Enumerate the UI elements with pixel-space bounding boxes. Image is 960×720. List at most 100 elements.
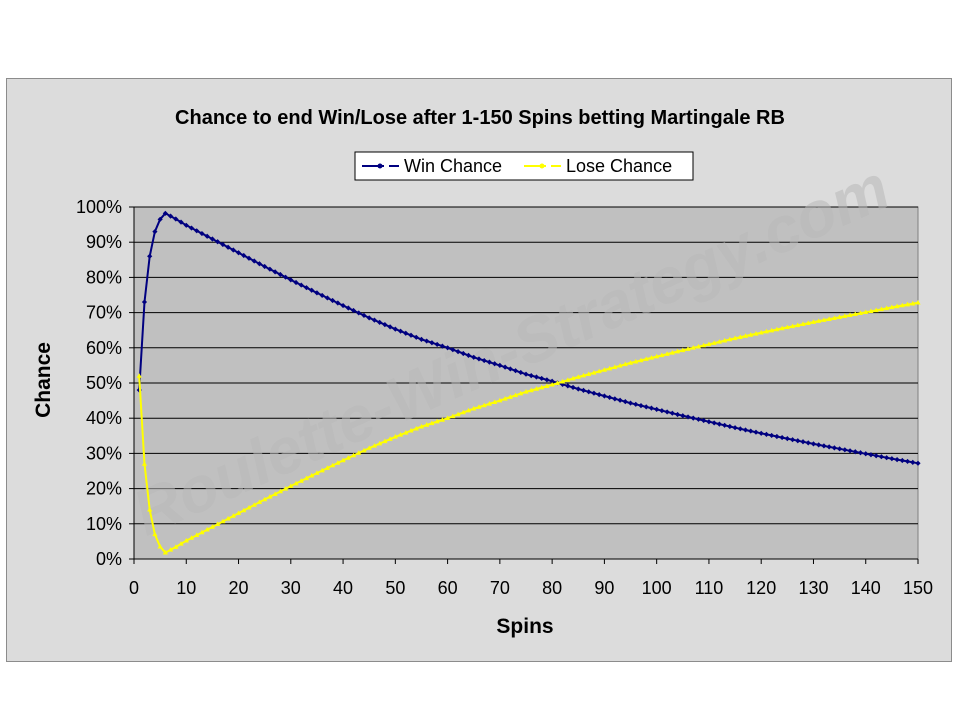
data-point [816, 318, 822, 323]
data-point [654, 406, 660, 412]
data-point [800, 321, 806, 327]
data-point [147, 253, 153, 259]
y-ticks: 0% 10% 20% 30% 40% 50% 60% 70% 80% 90% 100% [76, 197, 134, 569]
data-point [209, 236, 215, 242]
data-point [842, 313, 848, 318]
data-point [544, 383, 550, 388]
data-point [852, 449, 858, 455]
data-point [387, 324, 393, 330]
data-point [763, 328, 770, 334]
data-point [544, 377, 550, 383]
data-point [497, 362, 503, 368]
data-point [392, 434, 398, 439]
data-point [565, 377, 571, 382]
data-point [533, 374, 540, 380]
data-point [612, 396, 618, 402]
data-point [889, 304, 895, 310]
data-point [748, 428, 754, 434]
data-point [826, 444, 832, 450]
data-point [204, 233, 210, 239]
data-point [518, 369, 524, 376]
data-point [298, 478, 304, 483]
data-point [215, 521, 221, 527]
x-tick-label: 150 [903, 578, 933, 598]
data-point [680, 347, 686, 353]
data-point [695, 343, 702, 349]
data-point [230, 513, 236, 518]
data-point [188, 225, 195, 231]
data-point [528, 387, 534, 393]
data-point [716, 421, 722, 427]
data-point [863, 309, 869, 315]
data-point [507, 366, 513, 372]
data-point [847, 448, 853, 454]
data-point [392, 326, 398, 332]
data-point [711, 340, 717, 345]
data-point [826, 316, 832, 321]
data-point [559, 378, 566, 384]
data-point [539, 384, 545, 390]
legend: Win Chance Lose Chance [354, 151, 694, 181]
data-point [779, 434, 785, 441]
data-point [314, 470, 320, 475]
data-point [272, 491, 278, 496]
data-point [220, 518, 226, 524]
y-tick-label: 80% [86, 267, 122, 287]
data-point [659, 352, 665, 358]
data-point [272, 269, 278, 275]
data-point [795, 438, 801, 444]
data-point [884, 305, 890, 311]
data-point [251, 502, 257, 507]
data-point [570, 384, 576, 391]
data-point [591, 390, 597, 396]
data-point [471, 354, 477, 360]
data-point [418, 423, 425, 429]
data-point [852, 311, 858, 317]
data-point [894, 303, 900, 309]
data-point [722, 422, 728, 428]
data-point [241, 252, 247, 259]
data-point [361, 447, 367, 453]
gridlines [134, 206, 918, 525]
y-tick-label: 10% [86, 514, 122, 534]
y-tick-label: 0% [96, 549, 122, 569]
data-point [476, 356, 482, 362]
data-point [424, 422, 430, 427]
data-point [319, 467, 325, 473]
data-point [586, 371, 592, 376]
data-point [225, 244, 231, 250]
data-point [847, 312, 853, 318]
data-point [539, 375, 545, 382]
data-point [450, 413, 456, 419]
data-point [690, 415, 696, 421]
data-point [450, 347, 456, 353]
data-point [842, 447, 848, 453]
data-point [837, 446, 843, 452]
data-point [324, 295, 330, 301]
data-point [288, 277, 294, 283]
data-point [596, 368, 602, 374]
data-point [194, 532, 200, 538]
data-point [580, 372, 587, 378]
data-point [350, 452, 357, 458]
data-point [899, 457, 905, 464]
data-point [805, 440, 811, 446]
series-lose [136, 299, 921, 555]
data-point [910, 459, 916, 465]
data-point [314, 290, 320, 296]
data-point [732, 425, 738, 431]
data-point [141, 461, 148, 466]
data-point [445, 415, 451, 420]
data-point [878, 306, 885, 312]
data-point [674, 348, 681, 354]
data-point [837, 314, 843, 319]
data-point [345, 455, 351, 460]
x-tick-label: 50 [385, 578, 405, 598]
data-point [690, 345, 696, 350]
data-point [408, 332, 414, 338]
legend-marker-win [377, 163, 383, 169]
data-point [309, 287, 315, 293]
data-point [633, 358, 639, 364]
data-point [241, 507, 247, 513]
data-point [904, 458, 911, 465]
